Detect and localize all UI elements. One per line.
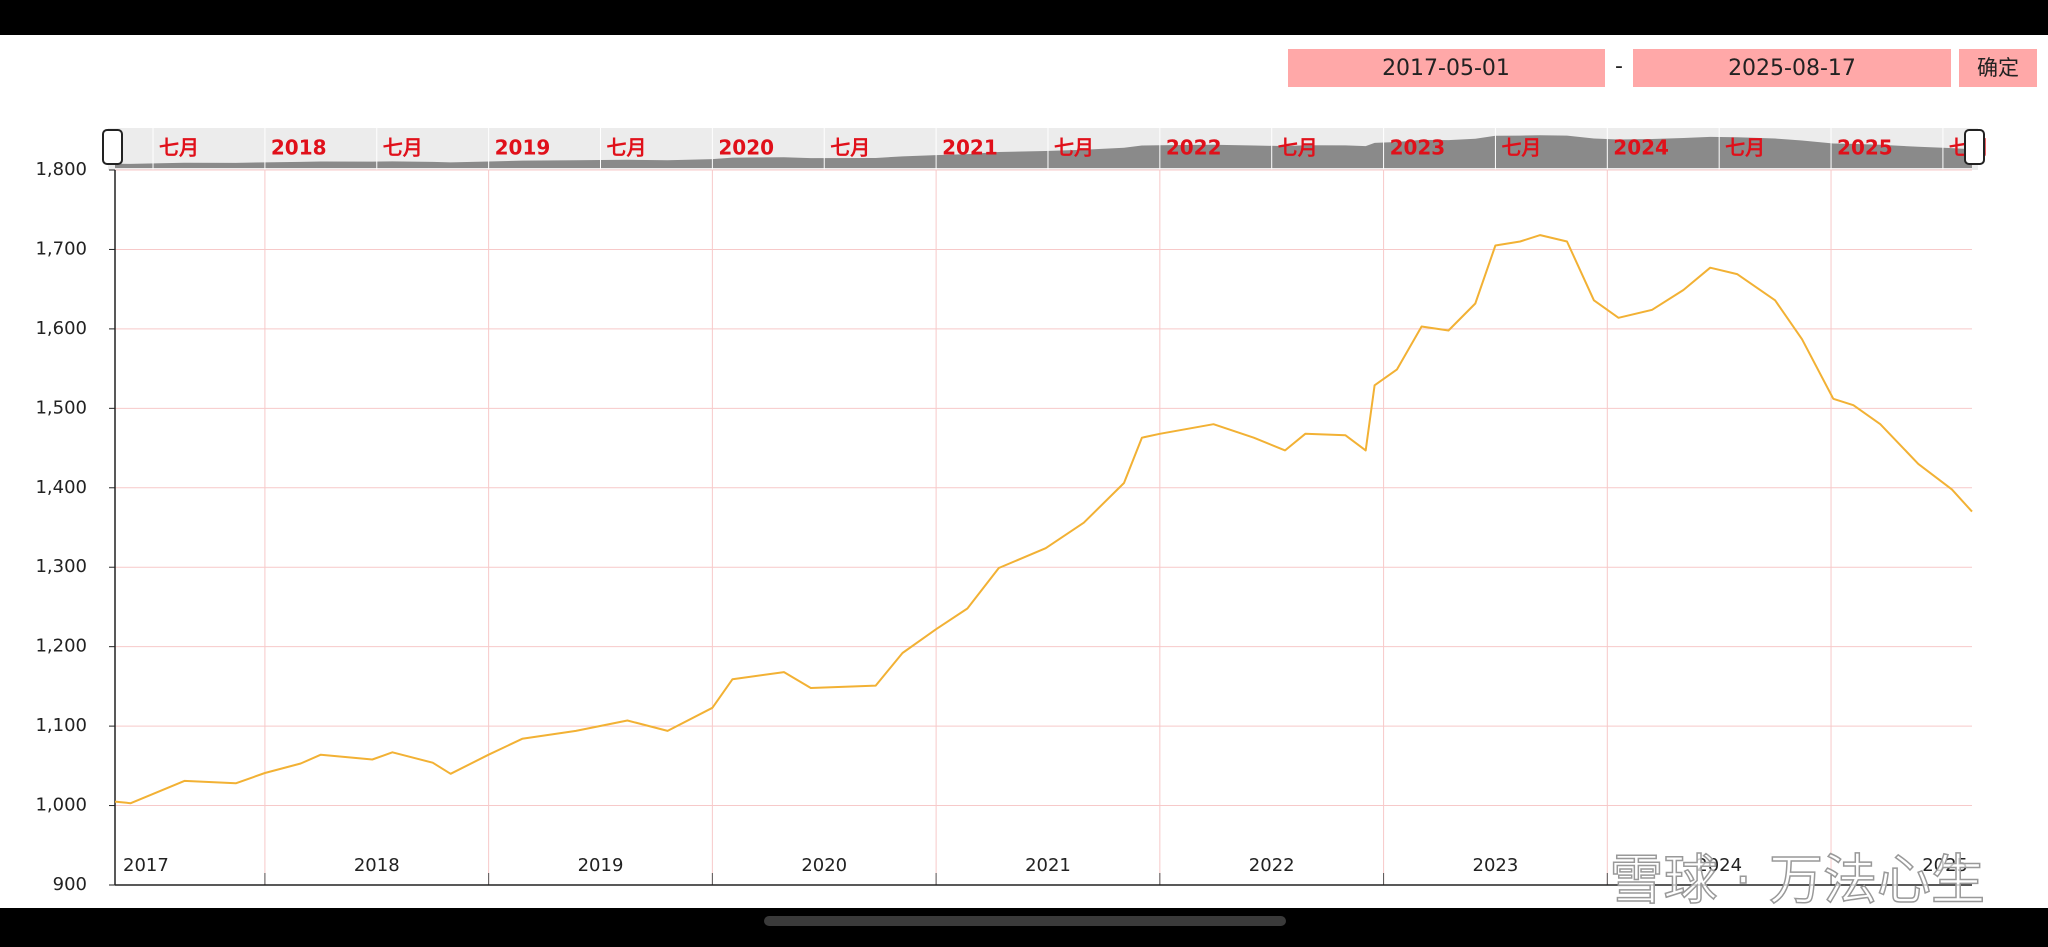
y-tick-label: 1,300 — [35, 556, 87, 577]
x-tick-label: 2017 — [123, 855, 169, 876]
navigator-handle[interactable] — [102, 129, 123, 165]
navigator-label: 2019 — [495, 136, 551, 160]
date-input[interactable] — [1633, 49, 1951, 87]
navigator-area — [115, 135, 1972, 168]
navigator-label: 七月 — [1725, 136, 1765, 160]
navigator-label: 2023 — [1390, 136, 1446, 160]
navigator-label: 七月 — [607, 136, 647, 160]
y-tick-label: 1,000 — [35, 795, 87, 816]
x-tick-label: 2019 — [578, 855, 624, 876]
confirm-label[interactable]: 确定 — [1977, 56, 2019, 80]
series-line — [114, 234, 1973, 805]
y-tick-label: 1,200 — [35, 636, 87, 657]
navigator-label: 七月 — [1054, 136, 1094, 160]
confirm-button[interactable] — [1959, 49, 2037, 87]
navigator-label: 七月 — [1501, 136, 1541, 160]
x-tick-label: 2024 — [1696, 855, 1742, 876]
y-tick-label: 1,500 — [35, 397, 87, 418]
navigator-label: 2021 — [942, 136, 998, 160]
home-indicator — [764, 916, 1286, 926]
navigator-layer: 七月 2018 七月 2019 七月 2020 七月 2021 七月 2022 七月 2023 七月 20… — [115, 128, 1989, 170]
y-tick-label: 1,600 — [35, 318, 87, 339]
y-tick-label: 1,100 — [35, 715, 87, 736]
x-tick-label: 2022 — [1249, 855, 1295, 876]
date-input[interactable] — [1288, 49, 1605, 87]
date-to[interactable]: 2025-08-17 — [1728, 56, 1856, 81]
navigator-label: 2024 — [1613, 136, 1669, 160]
navigator-label: 2018 — [271, 136, 327, 160]
navigator-label: 七月 — [1278, 136, 1318, 160]
navigator-label: 七月 — [830, 136, 870, 160]
separator: - — [1615, 54, 1623, 79]
x-tick-label: 2020 — [801, 855, 847, 876]
y-tick-label: 1,700 — [35, 238, 87, 259]
navigator-label: 2025 — [1837, 136, 1893, 160]
plot: 900 1,000 1,100 1,200 1,300 1,400 1,500 1,600 1,… — [35, 159, 1973, 895]
x-tick-label: 2018 — [354, 855, 400, 876]
x-tick-label: 2023 — [1473, 855, 1519, 876]
watermark: 雪球 · 万法心生 — [1610, 849, 1986, 912]
y-tick-label: 1,400 — [35, 477, 87, 498]
navigator-label: 七月 — [383, 136, 423, 160]
date-from[interactable]: 2017-05-01 — [1382, 56, 1510, 81]
y-tick-label: 1,800 — [35, 159, 87, 180]
bottom-bar — [0, 908, 2048, 947]
navigator-label: 2020 — [718, 136, 774, 160]
navigator-handle[interactable] — [1964, 129, 1985, 165]
navigator-label: 2022 — [1166, 136, 1222, 160]
x-tick-label: 2025 — [1922, 855, 1968, 876]
y-tick-label: 900 — [53, 874, 87, 895]
top-bar — [0, 0, 2048, 35]
navigator-label: 七月 — [159, 136, 199, 160]
x-tick-label: 2021 — [1025, 855, 1071, 876]
